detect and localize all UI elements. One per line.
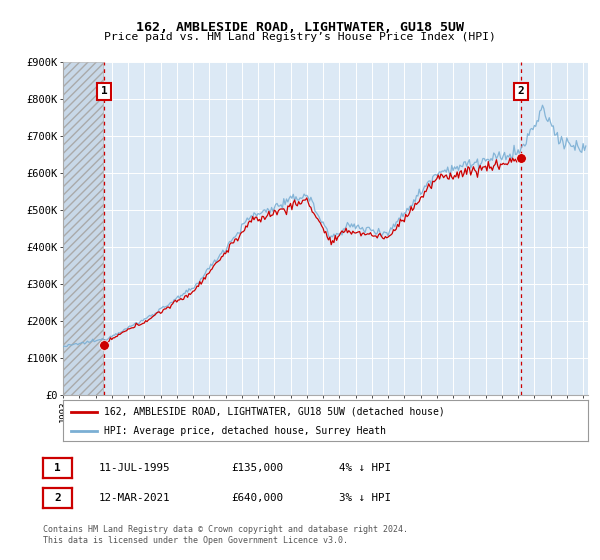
Text: 2: 2 — [518, 86, 524, 96]
Text: Price paid vs. HM Land Registry’s House Price Index (HPI): Price paid vs. HM Land Registry’s House … — [104, 32, 496, 43]
Bar — [63, 62, 103, 395]
Text: 11-JUL-1995: 11-JUL-1995 — [99, 463, 170, 473]
Text: 162, AMBLESIDE ROAD, LIGHTWATER, GU18 5UW: 162, AMBLESIDE ROAD, LIGHTWATER, GU18 5U… — [136, 21, 464, 34]
Text: 162, AMBLESIDE ROAD, LIGHTWATER, GU18 5UW (detached house): 162, AMBLESIDE ROAD, LIGHTWATER, GU18 5U… — [104, 407, 445, 417]
Text: 1: 1 — [101, 86, 107, 96]
Text: Contains HM Land Registry data © Crown copyright and database right 2024.
This d: Contains HM Land Registry data © Crown c… — [43, 525, 408, 545]
Text: 2: 2 — [54, 493, 61, 503]
Text: 12-MAR-2021: 12-MAR-2021 — [99, 493, 170, 503]
Text: 1: 1 — [54, 463, 61, 473]
Text: HPI: Average price, detached house, Surrey Heath: HPI: Average price, detached house, Surr… — [104, 426, 386, 436]
Text: £640,000: £640,000 — [231, 493, 283, 503]
Text: 4% ↓ HPI: 4% ↓ HPI — [339, 463, 391, 473]
Text: £135,000: £135,000 — [231, 463, 283, 473]
Text: 3% ↓ HPI: 3% ↓ HPI — [339, 493, 391, 503]
